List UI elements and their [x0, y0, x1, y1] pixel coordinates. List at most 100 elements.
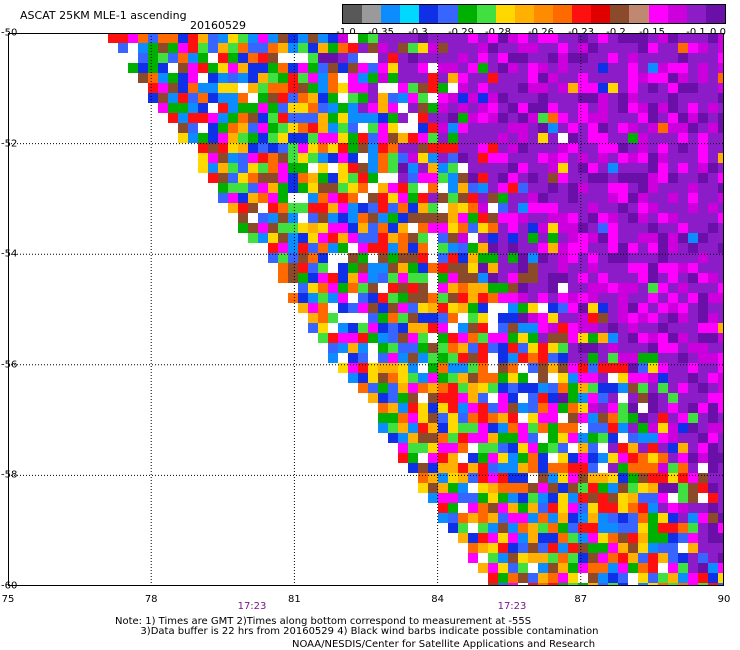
swath-cell — [488, 493, 498, 503]
swath-cell — [598, 193, 608, 203]
swath-cell — [498, 173, 508, 183]
swath-cell — [498, 73, 508, 83]
swath-cell — [658, 193, 668, 203]
swath-cell — [628, 583, 638, 586]
swath-cell — [398, 333, 408, 343]
swath-cell — [238, 103, 248, 113]
swath-cell — [648, 213, 658, 223]
swath-cell — [588, 53, 598, 63]
swath-cell — [468, 93, 478, 103]
swath-cell — [498, 293, 508, 303]
swath-cell — [668, 433, 678, 443]
swath-cell — [218, 73, 228, 83]
swath-cell — [438, 363, 448, 373]
swath-cell — [598, 473, 608, 483]
swath-cell — [308, 203, 318, 213]
colorbar-segment — [419, 5, 439, 23]
swath-cell — [408, 293, 418, 303]
swath-cell — [398, 103, 408, 113]
swath-cell — [188, 33, 198, 43]
swath-cell — [228, 43, 238, 53]
swath-cell — [198, 93, 208, 103]
swath-cell — [598, 443, 608, 453]
swath-cell — [298, 183, 308, 193]
swath-cell — [428, 473, 438, 483]
swath-cell — [378, 413, 388, 423]
swath-cell — [318, 323, 328, 333]
swath-cell — [588, 283, 598, 293]
swath-cell — [308, 183, 318, 193]
swath-cell — [628, 153, 638, 163]
swath-cell — [598, 533, 608, 543]
swath-cell — [468, 393, 478, 403]
swath-cell — [648, 123, 658, 133]
swath-cell — [398, 443, 408, 453]
swath-cell — [638, 243, 648, 253]
swath-cell — [708, 503, 718, 513]
swath-cell — [508, 213, 518, 223]
swath-cell — [598, 553, 608, 563]
swath-cell — [428, 223, 438, 233]
swath-cell — [268, 133, 278, 143]
swath-cell — [708, 543, 718, 553]
swath-cell — [618, 143, 628, 153]
swath-cell — [658, 233, 668, 243]
swath-cell — [618, 303, 628, 313]
swath-cell — [568, 533, 578, 543]
swath-cell — [718, 333, 724, 343]
swath-cell — [628, 303, 638, 313]
swath-cell — [588, 143, 598, 153]
swath-cell — [588, 113, 598, 123]
swath-cell — [428, 263, 438, 273]
swath-cell — [448, 63, 458, 73]
swath-cell — [658, 213, 668, 223]
swath-cell — [508, 473, 518, 483]
swath-cell — [558, 233, 568, 243]
swath-cell — [448, 483, 458, 493]
swath-cell — [268, 253, 278, 263]
swath-cell — [698, 53, 708, 63]
swath-cell — [608, 193, 618, 203]
swath-cell — [528, 523, 538, 533]
swath-cell — [548, 373, 558, 383]
swath-cell — [698, 133, 708, 143]
swath-cell — [558, 43, 568, 53]
colorbar-segment — [533, 5, 554, 23]
swath-cell — [378, 43, 388, 53]
swath-cell — [538, 503, 548, 513]
swath-cell — [448, 463, 458, 473]
swath-cell — [648, 543, 658, 553]
swath-cell — [268, 243, 278, 253]
swath-cell — [428, 453, 438, 463]
swath-cell — [658, 563, 668, 573]
swath-cell — [368, 383, 378, 393]
swath-cell — [468, 373, 478, 383]
swath-cell — [518, 533, 528, 543]
swath-cell — [498, 523, 508, 533]
swath-cell — [488, 523, 498, 533]
swath-cell — [638, 453, 648, 463]
swath-cell — [718, 573, 724, 583]
swath-cell — [558, 343, 568, 353]
swath-cell — [388, 193, 398, 203]
swath-cell — [308, 83, 318, 93]
swath-cell — [588, 543, 598, 553]
swath-cell — [358, 393, 368, 403]
swath-cell — [488, 463, 498, 473]
swath-cell — [718, 183, 724, 193]
swath-cell — [448, 423, 458, 433]
swath-cell — [618, 543, 628, 553]
swath-cell — [698, 153, 708, 163]
swath-cell — [278, 273, 288, 283]
swath-cell — [628, 63, 638, 73]
swath-cell — [688, 53, 698, 63]
swath-cell — [628, 183, 638, 193]
swath-cell — [388, 243, 398, 253]
swath-cell — [198, 43, 208, 53]
swath-cell — [678, 483, 688, 493]
swath-cell — [418, 393, 428, 403]
swath-cell — [498, 33, 508, 43]
swath-cell — [408, 173, 418, 183]
swath-cell — [338, 323, 348, 333]
swath-cell — [628, 563, 638, 573]
